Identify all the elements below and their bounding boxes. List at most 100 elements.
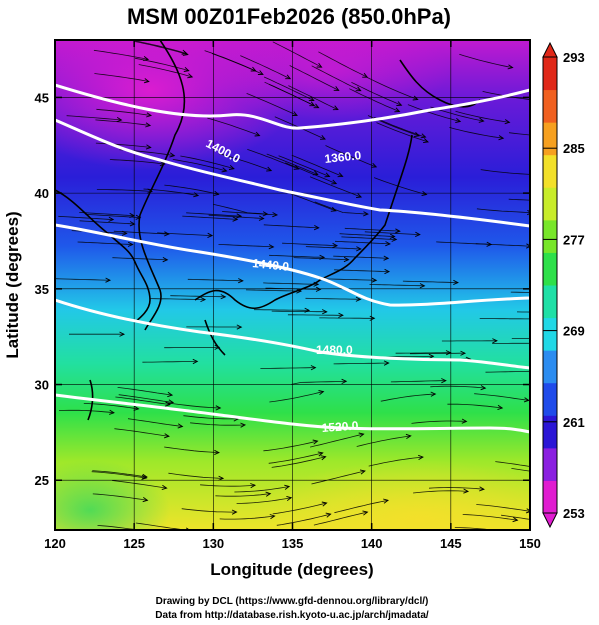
streamline-arrowhead [291,111,298,116]
streamline-arrowhead [262,211,269,217]
streamline-arrowhead [143,78,150,84]
streamline [305,297,361,300]
streamline [127,418,183,427]
streamline-arrowhead [523,397,530,403]
streamline [263,76,314,101]
streamline [172,159,227,172]
streamline-arrowhead [414,131,420,137]
streamline [260,367,316,369]
streamline-arrowhead [286,495,293,502]
y-tick-label: 25 [35,473,49,488]
streamline [390,380,446,383]
streamline [272,41,322,68]
streamline-arrowhead [362,72,369,78]
streamline-arrowhead [315,286,322,292]
streamline [96,108,152,116]
streamline [182,215,238,220]
streamline [411,420,467,424]
streamline [263,440,318,452]
streamline [495,461,530,467]
streamline-arrowhead [355,296,362,302]
streamline-arrowhead [109,409,115,415]
streamline [208,214,264,219]
streamline [449,127,504,139]
streamline-arrowhead [455,117,462,123]
streamline-arrowhead [412,95,419,101]
streamline-arrowhead [430,391,437,397]
streamline [211,53,264,75]
colorbar-segment [543,317,557,351]
streamline-arrowhead [145,122,152,128]
streamline-arrowhead [185,527,191,530]
streamline-arrowhead [268,244,275,250]
streamline-arrowhead [319,135,326,140]
streamline-arrowhead [321,501,328,507]
streamline [402,280,458,283]
streamline [479,318,530,320]
streamline-arrowhead [232,216,239,222]
x-axis-label: Longitude (degrees) [210,560,373,579]
contour-label-1480: 1480.0 [316,343,353,357]
coastline [138,40,186,331]
streamline-arrowhead [231,509,238,515]
streamline [92,470,147,478]
streamline-arrowhead [285,74,292,80]
streamline [200,484,256,487]
streamline-arrowhead [119,331,126,337]
streamline-arrowhead [164,401,171,407]
streamline [373,177,427,195]
streamline-arrowhead [143,56,150,62]
streamline-arrowhead [453,279,459,286]
y-axis-label: Latitude (degrees) [3,211,22,358]
streamline [430,385,486,389]
streamline-arrowhead [441,378,447,384]
streamline-arrowhead [536,369,541,373]
streamline-arrowhead [214,449,220,456]
x-tick-label: 140 [361,536,383,551]
streamline [474,393,529,401]
streamline-arrowhead [207,232,214,239]
y-axis-ticks: 25 30 35 40 45 [35,90,530,488]
streamline [118,394,174,403]
streamline [92,493,148,501]
streamline-arrowhead [415,231,421,238]
streamline-arrowhead [385,241,391,247]
streamline [476,208,530,214]
streamline [318,51,368,78]
streamline [410,352,465,355]
streamline [133,40,187,54]
y-tick-label: 30 [35,378,49,393]
streamline [247,149,299,170]
streamline [333,255,389,259]
streamline [309,176,362,198]
contour-label-1520: 1520.0 [321,418,359,435]
streamline [142,361,198,363]
colorbar-top-arrow [542,41,558,58]
streamline [187,278,243,282]
colorbar-segment [543,415,557,449]
streamline [180,155,235,170]
streamline [213,204,268,215]
streamline [462,514,518,521]
streamline-arrowhead [383,360,390,366]
streamline [97,525,141,530]
streamline-arrowhead [164,231,170,237]
streamline-arrowhead [266,166,273,172]
streamline-arrowhead [228,164,235,170]
streamline [117,387,173,396]
streamline [413,490,469,494]
streamline-arrowhead [383,498,390,504]
streamline-arrowhead [423,138,430,144]
streamline [96,189,152,192]
x-tick-label: 130 [202,536,224,551]
streamline-arrowhead [363,211,369,217]
streamline-arrowhead [330,206,337,212]
streamline [190,422,246,426]
streamline-arrowhead [394,228,401,234]
streamline-arrowhead [167,391,174,398]
streamline-arrowhead [332,242,339,249]
streamline [436,241,492,245]
colorbar-segment [543,89,557,123]
streamline-arrowhead [389,233,396,239]
